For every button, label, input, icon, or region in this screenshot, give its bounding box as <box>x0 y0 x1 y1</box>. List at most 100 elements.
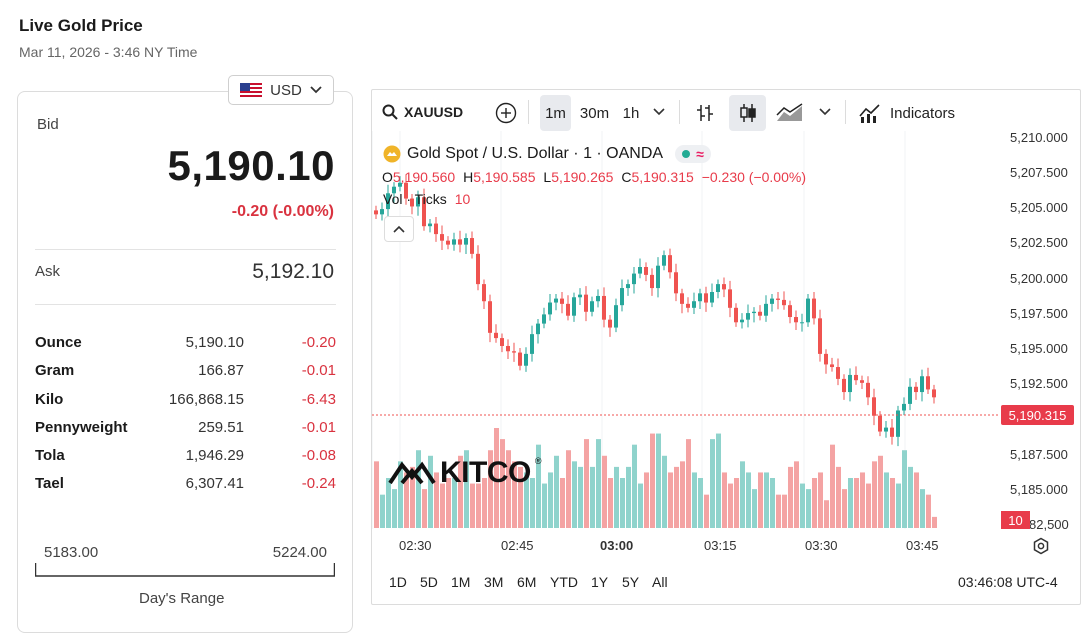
volume-bar <box>578 466 583 528</box>
volume-bar <box>842 489 847 528</box>
unit-change: -0.08 <box>301 447 336 464</box>
candle-body <box>902 403 906 411</box>
unit-price: 259.51 <box>198 419 244 436</box>
unit-row-tola: Tola 1,946.29 -0.08 <box>35 447 336 467</box>
candle-body <box>722 284 726 290</box>
volume-bar <box>482 478 487 528</box>
x-tick: 03:30 <box>805 538 838 553</box>
candles <box>374 174 936 447</box>
range-button-ytd[interactable]: YTD <box>550 574 578 590</box>
us-flag-icon <box>240 83 263 97</box>
range-button-1m[interactable]: 1M <box>451 574 471 590</box>
candle-body <box>440 234 444 241</box>
interval-dropdown[interactable] <box>650 103 668 121</box>
candle-body <box>404 182 408 199</box>
collapse-legend-button[interactable] <box>384 216 414 242</box>
volume-bar <box>392 489 397 528</box>
volume-bar <box>518 466 523 528</box>
candle-body <box>734 307 738 323</box>
volume-bar <box>920 489 925 528</box>
volume-bar <box>710 439 715 528</box>
chevron-up-icon <box>393 225 405 233</box>
volume-bar <box>644 472 649 528</box>
volume-bar <box>620 478 625 528</box>
candles-chart-type-button[interactable] <box>729 95 766 131</box>
compare-symbol-button[interactable] <box>494 101 518 125</box>
candle-body <box>548 302 552 315</box>
candle-body <box>782 299 786 306</box>
unit-change: -0.01 <box>301 362 336 379</box>
ask-value: 5,192.10 <box>252 260 334 283</box>
candle-body <box>602 295 606 320</box>
range-button-5d[interactable]: 5D <box>420 574 438 590</box>
range-button-all[interactable]: All <box>652 574 668 590</box>
market-open-dot-icon <box>682 150 691 158</box>
volume-bar <box>614 466 619 528</box>
volume-bar <box>530 478 535 528</box>
candle-body <box>896 410 900 437</box>
indicators-button[interactable]: Indicators <box>858 98 955 128</box>
candle-body <box>866 382 870 398</box>
bar-chart-type-button[interactable] <box>692 100 718 126</box>
symbol-search[interactable]: XAUUSD <box>382 98 463 126</box>
volume-bar <box>746 472 751 528</box>
candle-body <box>794 317 798 323</box>
range-button-6m[interactable]: 6M <box>517 574 537 590</box>
candle-body <box>632 273 636 285</box>
candle-body <box>650 274 654 289</box>
unit-row-tael: Tael 6,307.41 -0.24 <box>35 475 336 495</box>
volume-bar <box>728 483 733 528</box>
candle-body <box>452 239 456 245</box>
currency-label: USD <box>270 81 302 99</box>
volume-bar <box>698 478 703 528</box>
interval-30m[interactable]: 30m <box>579 104 610 122</box>
y-tick: 5,207.500 <box>1010 165 1068 180</box>
volume-bar <box>788 466 793 528</box>
candle-body <box>764 303 768 316</box>
range-button-3m[interactable]: 3M <box>484 574 504 590</box>
volume-bar <box>758 472 763 528</box>
volume-tag: 10 <box>1001 511 1030 529</box>
unit-name: Tael <box>35 475 64 492</box>
volume-bar <box>686 439 691 528</box>
candle-body <box>776 298 780 300</box>
volume-bar <box>752 489 757 528</box>
market-status-badge[interactable]: ≈ <box>675 145 711 163</box>
candle-body <box>530 334 534 354</box>
range-button-1y[interactable]: 1Y <box>591 574 609 590</box>
candle-body <box>560 298 564 304</box>
candle-body <box>698 293 702 302</box>
candle-body <box>806 298 810 323</box>
range-button-1d[interactable]: 1D <box>389 574 407 590</box>
interval-1m[interactable]: 1m <box>540 95 571 131</box>
day-range-low: 5183.00 <box>44 544 99 561</box>
currency-selector[interactable]: USD <box>228 75 334 105</box>
candle-body <box>542 314 546 324</box>
registered-mark: ® <box>534 456 542 466</box>
candle-body <box>596 295 600 302</box>
candle-body <box>608 319 612 328</box>
volume-bar <box>650 433 655 528</box>
kitco-wordmark: KITCO <box>440 456 531 489</box>
chart-settings-button[interactable] <box>1032 537 1050 560</box>
volume-bar <box>476 483 481 528</box>
day-range-high: 5224.00 <box>272 544 327 561</box>
volume-bar <box>812 478 817 528</box>
range-button-5y[interactable]: 5Y <box>622 574 640 590</box>
volume-bar <box>602 455 607 528</box>
volume-bar <box>494 428 499 528</box>
volume-bar <box>452 478 457 528</box>
volume-bar <box>596 439 601 528</box>
divider <box>35 249 336 250</box>
candle-body <box>554 298 558 303</box>
volume-bar <box>818 472 823 528</box>
candle-body <box>458 239 462 245</box>
chart-type-dropdown[interactable] <box>816 103 834 121</box>
ohlc-o-label: O <box>382 169 393 185</box>
interval-1h[interactable]: 1h <box>622 104 640 122</box>
candle-body <box>818 318 822 354</box>
area-chart-type-button[interactable] <box>774 100 806 126</box>
candle-body <box>710 292 714 303</box>
candle-body <box>392 186 396 194</box>
candle-body <box>626 284 630 289</box>
